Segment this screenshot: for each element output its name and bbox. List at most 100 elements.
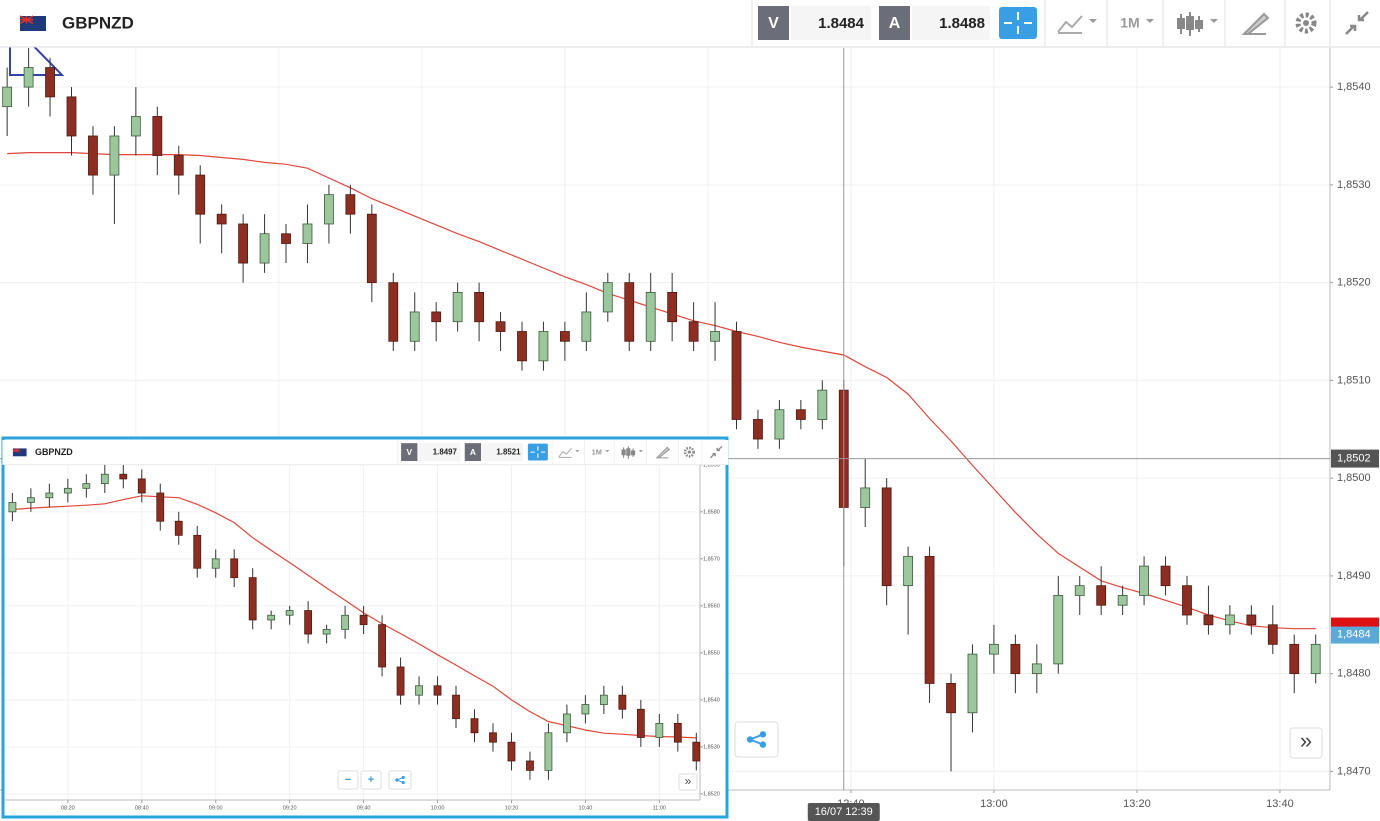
scroll-button[interactable] [678, 773, 698, 791]
candle-body [474, 292, 484, 323]
draw-icon[interactable] [655, 446, 671, 459]
bid-price[interactable]: 1.8484 [818, 15, 865, 32]
y-tick-label: 1,8500 [1337, 472, 1371, 484]
candle-body [119, 473, 128, 480]
share-dot [759, 731, 767, 738]
chart-type-icon[interactable] [1057, 15, 1083, 34]
x-tick-label: 10:00 [431, 805, 445, 811]
x-tick-label: 10:40 [579, 805, 593, 811]
crosshair-button[interactable] [527, 443, 548, 461]
candle-body [173, 155, 184, 176]
candle-body [409, 311, 420, 342]
candle-body [507, 741, 516, 762]
zoom-in-label: + [368, 774, 374, 786]
zoom-in-button[interactable] [360, 770, 382, 790]
crosshair-icon [530, 446, 546, 458]
last-price-label: 1,8484 [1337, 628, 1371, 640]
draw-icon[interactable] [1241, 12, 1270, 35]
candle-body [1267, 624, 1278, 645]
candle-body [544, 732, 553, 771]
candle-body [967, 653, 978, 714]
toolbar-bg [0, 0, 1380, 47]
dropdown [575, 449, 580, 453]
candle-body [304, 610, 313, 635]
candle-body [452, 292, 463, 323]
candle-body [1310, 643, 1321, 675]
candle-body [1074, 585, 1085, 596]
y-tick-label: 1,8540 [1337, 81, 1371, 93]
candle-body [341, 614, 350, 630]
candle-body [431, 311, 442, 323]
dropdown [638, 449, 644, 453]
indicator-icon[interactable] [621, 446, 636, 459]
candle-body [2, 86, 13, 108]
chart: 1,8520 1,8530 1,8540 1,8550 1,8560 1,8570 1,85… [5, 462, 720, 811]
share-button[interactable] [388, 770, 412, 790]
candle-body [1053, 595, 1064, 665]
share-dot [746, 736, 754, 743]
candle-body [345, 194, 356, 215]
share-dot [395, 778, 399, 782]
candle-body [599, 694, 608, 705]
candle-body [378, 624, 386, 668]
indicator-icon[interactable] [1177, 12, 1203, 36]
settings-hub [687, 450, 691, 454]
candle-body [1182, 585, 1192, 616]
candle-body [238, 223, 249, 264]
candle-body [152, 116, 163, 156]
candle-body [174, 520, 183, 536]
candle-body [636, 708, 645, 738]
dropdown [1089, 19, 1097, 23]
x-tick-label: 13:00 [980, 798, 1008, 810]
candle-body [156, 492, 165, 522]
scroll-button[interactable] [1289, 727, 1323, 759]
candle-body [1031, 663, 1042, 675]
flag-cross [19, 15, 34, 25]
ask-price[interactable]: 1.8521 [496, 448, 521, 457]
candle-body [452, 694, 460, 720]
share-button[interactable] [734, 721, 779, 758]
timeframe[interactable]: 1M [1120, 15, 1139, 31]
crosshair-icon [1004, 12, 1032, 34]
candle-body [673, 722, 682, 743]
ask-price[interactable]: 1.8488 [939, 15, 985, 32]
bid-price[interactable]: 1.8497 [433, 448, 458, 457]
x-tick-label: 08:20 [61, 805, 75, 811]
candle-body [881, 487, 892, 587]
candle-body [322, 628, 331, 635]
candle-body [989, 643, 999, 655]
candle-body [359, 614, 368, 626]
candle-body [45, 67, 55, 98]
candle-body [946, 683, 956, 714]
bid-label: V [768, 15, 779, 32]
x-tick-label: 11:00 [653, 805, 666, 811]
y-tick-label: 1,8590 [703, 462, 720, 468]
symbol: GBPNZD [62, 13, 134, 32]
y-tick-label: 1,8510 [1337, 374, 1371, 386]
candle-body [903, 555, 914, 587]
candle-body [710, 331, 720, 342]
ask-tag [879, 6, 910, 40]
timeframe[interactable]: 1M [592, 448, 602, 457]
dropdown [1146, 19, 1154, 23]
candle-body [924, 555, 935, 684]
ask-tag [464, 443, 482, 462]
collapse-icon[interactable] [709, 445, 723, 459]
candle-body [63, 487, 72, 494]
candle-body [195, 174, 206, 215]
scroll-label: » [685, 774, 692, 788]
dropdown [605, 449, 610, 453]
candle-body [581, 311, 592, 342]
zoom-out-button[interactable] [337, 770, 359, 790]
collapse-icon[interactable] [1345, 11, 1369, 35]
settings-icon[interactable] [683, 446, 695, 458]
chart-type-icon[interactable] [558, 448, 572, 458]
settings-icon[interactable] [1295, 12, 1317, 34]
crosshair-button[interactable] [999, 7, 1037, 39]
zoom-out-label: − [345, 774, 351, 786]
candle-body [618, 694, 627, 710]
candle-body [230, 558, 239, 579]
x-tick-label: 08:40 [135, 805, 149, 811]
bid-tag [758, 6, 789, 40]
